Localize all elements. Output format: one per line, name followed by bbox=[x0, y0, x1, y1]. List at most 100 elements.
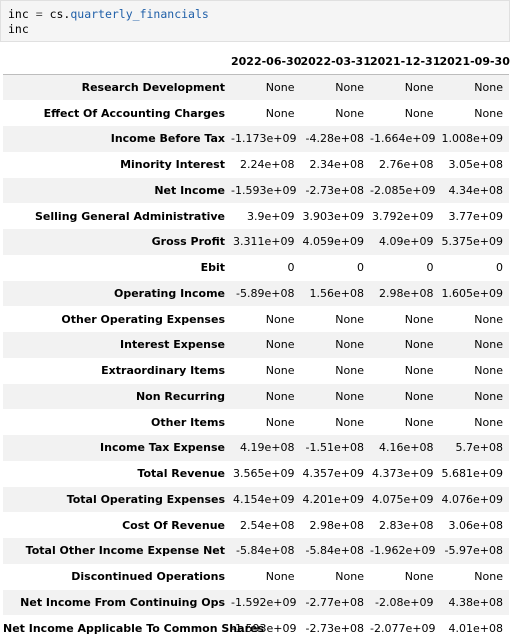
table-cell: -2.085e+09 bbox=[370, 183, 436, 197]
table-row: Ebit 0 0 0 0 bbox=[3, 255, 509, 281]
table-cell: -2.73e+08 bbox=[305, 183, 364, 197]
table-cell: 4.19e+08 bbox=[240, 441, 295, 455]
row-label: Income Before Tax bbox=[110, 132, 225, 146]
table-row: Discontinued Operations None None None None bbox=[3, 564, 509, 590]
table-cell: None bbox=[474, 312, 503, 326]
table-cell: 3.311e+09 bbox=[233, 235, 295, 249]
table-row: Income Before Tax -1.173e+09 -4.28e+08 -1.6… bbox=[3, 126, 509, 152]
code-variable: inc bbox=[8, 7, 29, 21]
table-cell: None bbox=[335, 570, 364, 584]
table-cell: 2.83e+08 bbox=[379, 518, 434, 532]
row-label: Cost Of Revenue bbox=[122, 518, 225, 532]
code-cell[interactable]: inc = cs.quarterly_financials inc bbox=[0, 0, 510, 42]
row-label: Total Other Income Expense Net bbox=[25, 544, 225, 558]
table-cell: None bbox=[474, 415, 503, 429]
row-label: Selling General Administrative bbox=[35, 209, 225, 223]
table-cell: 4.357e+09 bbox=[302, 467, 364, 481]
table-cell: None bbox=[265, 81, 295, 95]
table-cell: -1.592e+09 bbox=[231, 595, 297, 609]
table-cell: 0 bbox=[426, 261, 434, 275]
table-cell: 1.56e+08 bbox=[309, 286, 364, 300]
table-cell: 1.008e+09 bbox=[441, 132, 503, 146]
table-cell: 1.605e+09 bbox=[441, 286, 503, 300]
table-row: Gross Profit 3.311e+09 4.059e+09 4.09e+09 5.… bbox=[3, 229, 509, 255]
row-label: Interest Expense bbox=[120, 338, 225, 352]
table-cell: 4.01e+08 bbox=[448, 621, 503, 635]
row-label: Income Tax Expense bbox=[100, 441, 225, 455]
table-cell: -2.73e+08 bbox=[305, 621, 364, 635]
table-row: Non Recurring None None None None bbox=[3, 383, 509, 410]
table-cell: 0 bbox=[496, 261, 503, 275]
code-operator: = bbox=[28, 7, 50, 21]
row-label: Other Items bbox=[151, 415, 225, 429]
table-cell: 3.77e+09 bbox=[448, 209, 503, 223]
table-cell: 0 bbox=[357, 261, 364, 275]
table-cell: None bbox=[404, 389, 434, 403]
column-header: 2022-03-31 bbox=[300, 48, 371, 75]
output-area: 2022-06-30 2022-03-31 2021-12-31 2021-09… bbox=[0, 48, 510, 641]
table-cell: 3.903e+09 bbox=[302, 209, 364, 223]
row-label: Research Development bbox=[81, 81, 225, 95]
table-cell: None bbox=[335, 106, 364, 120]
table-body: Research Development None None None None Effe… bbox=[3, 74, 509, 642]
table-row: Extraordinary Items None None None None bbox=[3, 358, 509, 384]
table-cell: -1.173e+09 bbox=[231, 132, 297, 146]
table-cell: None bbox=[335, 364, 364, 378]
table-cell: None bbox=[335, 81, 364, 95]
row-label: Net Income Applicable To Common Shares bbox=[3, 621, 264, 635]
table-cell: 4.076e+09 bbox=[441, 492, 503, 506]
row-label: Minority Interest bbox=[120, 158, 225, 172]
code-attribute: quarterly_financials bbox=[70, 7, 209, 21]
table-row: Research Development None None None None bbox=[3, 74, 509, 101]
table-cell: 4.34e+08 bbox=[448, 183, 503, 197]
column-header: 2021-12-31 bbox=[370, 48, 440, 75]
table-cell: None bbox=[474, 389, 503, 403]
table-row: Effect Of Accounting Charges None None None… bbox=[3, 100, 509, 126]
table-row: Total Other Income Expense Net -5.84e+08-… bbox=[3, 538, 509, 564]
row-label: Extraordinary Items bbox=[101, 364, 225, 378]
row-label: Ebit bbox=[200, 261, 225, 275]
table-cell: -1.962e+09 bbox=[370, 544, 436, 558]
table-cell: 3.792e+09 bbox=[372, 209, 434, 223]
table-cell: 5.7e+08 bbox=[455, 441, 503, 455]
table-cell: None bbox=[265, 312, 295, 326]
table-cell: None bbox=[474, 364, 503, 378]
table-cell: 2.54e+08 bbox=[240, 518, 295, 532]
table-row: Selling General Administrative 3.9e+09 3.9… bbox=[3, 203, 509, 229]
row-label: Discontinued Operations bbox=[71, 570, 225, 584]
table-cell: None bbox=[265, 364, 295, 378]
table-cell: -5.84e+08 bbox=[305, 544, 364, 558]
table-cell: -2.77e+08 bbox=[305, 595, 364, 609]
column-header: 2021-09-30 bbox=[439, 48, 510, 75]
table-cell: None bbox=[404, 312, 434, 326]
row-label: Total Operating Expenses bbox=[66, 492, 225, 506]
table-row: Other Operating Expenses None None None None bbox=[3, 306, 509, 332]
code-module: cs. bbox=[49, 7, 71, 21]
table-cell: 5.375e+09 bbox=[441, 235, 503, 249]
table-cell: None bbox=[335, 415, 364, 429]
table-cell: None bbox=[404, 338, 434, 352]
table-cell: None bbox=[404, 415, 434, 429]
table-cell: None bbox=[474, 106, 503, 120]
column-header: 2022-06-30 bbox=[231, 48, 301, 75]
table-cell: -5.89e+08 bbox=[236, 286, 295, 300]
table-cell: 4.38e+08 bbox=[448, 595, 503, 609]
table-cell: 2.34e+08 bbox=[309, 158, 364, 172]
table-cell: -1.51e+08 bbox=[305, 441, 364, 455]
table-row: Net Income From Continuing Ops -1.592e+09… bbox=[3, 589, 509, 616]
table-cell: None bbox=[474, 81, 503, 95]
table-cell: -5.97e+08 bbox=[444, 544, 503, 558]
table-row: Operating Income -5.89e+08 1.56e+08 2.98e+0… bbox=[3, 280, 509, 307]
row-label: Operating Income bbox=[113, 286, 225, 300]
table-cell: 4.075e+09 bbox=[372, 492, 434, 506]
index-header bbox=[3, 48, 231, 75]
row-label: Net Income From Continuing Ops bbox=[20, 595, 225, 609]
table-cell: 4.154e+09 bbox=[233, 492, 295, 506]
table-cell: -2.077e+09 bbox=[370, 621, 436, 635]
table-cell: 3.9e+09 bbox=[247, 209, 295, 223]
table-cell: 0 bbox=[287, 261, 295, 275]
table-cell: None bbox=[474, 570, 503, 584]
table-cell: -1.593e+09 bbox=[231, 621, 297, 635]
table-cell: 5.681e+09 bbox=[441, 467, 503, 481]
table-cell: 4.201e+09 bbox=[302, 492, 364, 506]
